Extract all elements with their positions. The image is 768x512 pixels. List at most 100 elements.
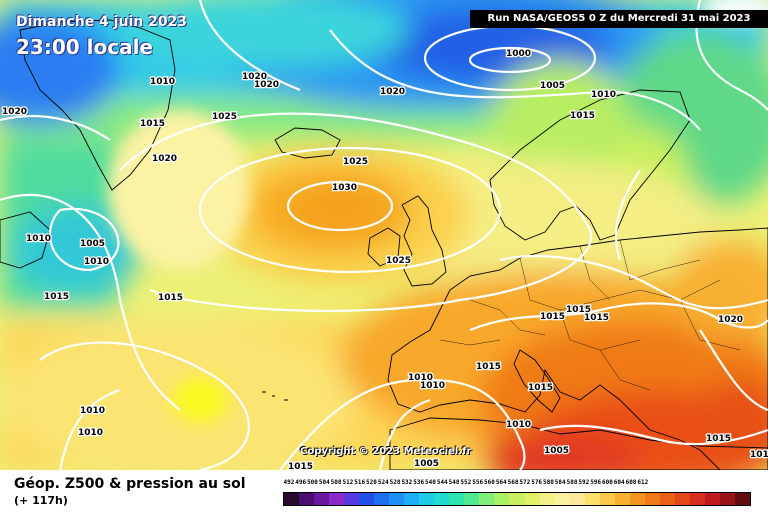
isobar-label: 1020 [152, 154, 177, 164]
scale-value-label: 508 [330, 479, 342, 486]
isobar-label: 1015 [540, 312, 565, 322]
isobar-label: 1015 [44, 292, 69, 302]
scale-color-swatch [479, 493, 495, 505]
scale-value-label: 536 [413, 479, 425, 486]
isobar-label: 1025 [212, 112, 237, 122]
isobar-label: 1025 [343, 157, 368, 167]
isobar-label: 1005 [540, 81, 565, 91]
scale-color-swatch [674, 493, 690, 505]
scale-value-label: 492 [283, 479, 295, 486]
scale-color-swatch [584, 493, 600, 505]
isobar-label: 1010 [420, 381, 445, 391]
isobar-label: 1015 [140, 119, 165, 129]
isobar-label: 1015 [288, 462, 313, 470]
scale-value-label: 564 [495, 479, 507, 486]
scale-color-swatch [509, 493, 525, 505]
isobar-label: 1010 [506, 420, 531, 430]
scale-value-label: 516 [354, 479, 366, 486]
isobar-labels: 1010 1020 1020 1020 1015 1025 1020 1000 … [1, 48, 768, 470]
isobar-label: 1020 [254, 80, 279, 90]
model-run-info: Run NASA/GEOS5 0 Z du Mercredi 31 mai 20… [470, 10, 768, 28]
scale-value-label: 604 [613, 479, 625, 486]
scale-value-label: 520 [366, 479, 377, 486]
isobar-label: 1015 [476, 362, 501, 372]
scale-color-swatch [449, 493, 465, 505]
lead-time: (+ 117h) [14, 494, 68, 507]
scale-color-swatch [719, 493, 735, 505]
scale-value-label: 544 [436, 479, 448, 486]
isobar-label: 1010 [26, 234, 51, 244]
scale-value-label: 552 [460, 479, 472, 486]
isobar-label: 1010 [78, 428, 103, 438]
isobar-label: 1025 [386, 256, 411, 266]
scale-color-swatch [539, 493, 555, 505]
scale-value-label: 572 [519, 479, 531, 486]
coastlines [0, 19, 768, 470]
scale-color-swatch [554, 493, 570, 505]
z500-color-field [0, 0, 768, 470]
isobar-label: 1010 [150, 77, 175, 87]
scale-color-swatch [614, 493, 630, 505]
scale-value-label: 612 [637, 479, 649, 486]
scale-value-label: 496 [295, 479, 307, 486]
isobar-label: 1015 [570, 111, 595, 121]
scale-value-label: 568 [507, 479, 519, 486]
scale-value-label: 588 [566, 479, 578, 486]
isobar-label: 1015 [706, 434, 731, 444]
scale-color-swatch [344, 493, 360, 505]
scale-color-swatch [464, 493, 480, 505]
isobar-label: 1015 [584, 313, 609, 323]
forecast-local-time: 23:00 locale [16, 35, 153, 59]
scale-value-label: 512 [342, 479, 354, 486]
scale-value-label: 556 [472, 479, 484, 486]
isobar-label: 1010 [591, 90, 616, 100]
isobar-label: 1005 [414, 459, 439, 469]
scale-color-swatch [389, 493, 405, 505]
scale-color-swatch [524, 493, 540, 505]
scale-value-label: 540 [425, 479, 436, 486]
scale-color-swatch [359, 493, 375, 505]
scale-color-swatch [404, 493, 420, 505]
scale-color-swatch [569, 493, 585, 505]
copyright-notice: Copyright © 2023 Meteociel.fr [300, 446, 472, 457]
scale-value-label: 596 [590, 479, 602, 486]
scale-color-swatch [419, 493, 435, 505]
map-caption: Géop. Z500 & pression au sol [14, 476, 246, 492]
scale-color-swatch [314, 493, 330, 505]
scale-value-label: 584 [554, 479, 566, 486]
scale-value-label: 532 [401, 479, 413, 486]
scale-value-label: 548 [448, 479, 460, 486]
scale-value-label: 504 [318, 479, 330, 486]
geopotential-map: 1010 1020 1020 1020 1015 1025 1020 1000 … [0, 0, 768, 470]
scale-value-label: 592 [578, 479, 590, 486]
isobar-label: 1020 [242, 72, 267, 82]
color-scale-bar [283, 492, 751, 506]
isobar-label: 1015 [158, 293, 183, 303]
scale-color-swatch [734, 493, 750, 505]
scale-value-label: 500 [307, 479, 318, 486]
scale-value-label: 560 [484, 479, 495, 486]
isobar-label: 1010 [750, 450, 768, 460]
scale-color-swatch [494, 493, 510, 505]
isobar-label: 1030 [332, 183, 357, 193]
legend-footer: Géop. Z500 & pression au sol (+ 117h) 49… [0, 470, 768, 512]
forecast-date: Dimanche 4 juin 2023 [16, 14, 188, 30]
isobar-label: 1015 [566, 305, 591, 315]
scale-value-label: 524 [377, 479, 389, 486]
isobar-label: 1010 [84, 257, 109, 267]
scale-color-swatch [284, 493, 300, 505]
scale-color-swatch [329, 493, 345, 505]
scale-color-swatch [704, 493, 720, 505]
scale-color-swatch [299, 493, 315, 505]
scale-color-swatch [434, 493, 450, 505]
scale-color-swatch [659, 493, 675, 505]
isobar-label: 1010 [408, 373, 433, 383]
scale-value-label: 600 [601, 479, 613, 486]
color-scale-labels: 492 496 500 504 508 512 516 520 524 528 532 536 540 5… [283, 479, 649, 489]
isobar-label: 1010 [80, 406, 105, 416]
scale-color-swatch [644, 493, 660, 505]
scale-value-label: 608 [625, 479, 637, 486]
isobar-label: 1005 [544, 446, 569, 456]
isobar-label: 1020 [2, 107, 27, 117]
